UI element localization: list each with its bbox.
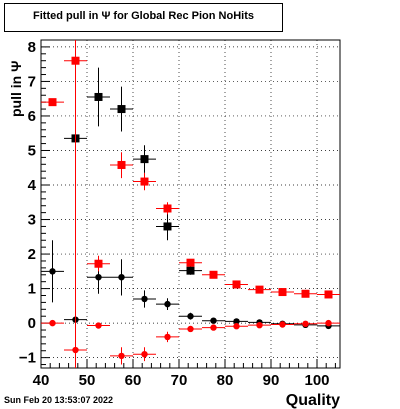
y-tick-label: −1 (19, 350, 36, 367)
data-point-square (117, 160, 126, 169)
data-point-square (278, 288, 287, 297)
x-tick-label: 90 (263, 372, 280, 389)
data-point-square (186, 258, 195, 267)
data-point-circle (141, 350, 148, 358)
data-point-circle (233, 318, 240, 325)
data-point-square (140, 177, 149, 186)
data-point-circle (187, 313, 194, 320)
y-tick-label: 0 (28, 315, 36, 332)
y-tick-label: 1 (28, 281, 36, 298)
data-point-square (140, 155, 149, 164)
axes: 40 50 60 70 80 90 100 −1 0 1 2 3 4 5 6 7 8 (19, 39, 336, 389)
timestamp: Sun Feb 20 13:53:07 2022 (4, 395, 114, 405)
data-point-square (94, 259, 103, 268)
data-point-circle (210, 317, 217, 324)
data-point-circle (49, 268, 56, 275)
series-3 (41, 298, 340, 368)
x-tick-label: 50 (79, 372, 96, 389)
grid-lines (41, 40, 340, 368)
data-point-circle (95, 273, 102, 281)
data-point-square (255, 285, 264, 294)
data-point-square (48, 98, 57, 107)
title-box: Fitted pull in Ψ for Global Rec Pion NoH… (4, 3, 283, 32)
x-tick-label: 40 (33, 372, 50, 389)
data-point-square (163, 204, 172, 213)
y-tick-label: 3 (28, 212, 36, 229)
y-tick-label: 4 (28, 177, 37, 194)
data-point-circle (95, 322, 102, 329)
y-axis-label: pull in Ψ (8, 61, 24, 117)
x-tick-label: 60 (125, 372, 142, 389)
data-point-circle (72, 346, 79, 354)
data-point-square (324, 290, 333, 299)
x-tick-label: 100 (304, 372, 329, 389)
data-point-square (117, 105, 126, 114)
data-point-circle (233, 323, 240, 330)
data-point-circle (141, 295, 148, 303)
data-marks (41, 40, 340, 368)
data-point-circle (49, 319, 56, 327)
data-point-circle (164, 333, 171, 341)
data-point-circle (118, 352, 125, 360)
data-point-circle (187, 325, 194, 333)
data-point-square (163, 222, 172, 231)
data-point-square (71, 56, 80, 65)
y-tick-label: 7 (28, 73, 36, 90)
data-point-circle (325, 319, 332, 327)
y-tick-label: 8 (28, 39, 36, 56)
y-tick-label: 6 (28, 108, 36, 125)
x-tick-label: 80 (217, 372, 234, 389)
data-point-square (209, 270, 218, 279)
data-point-circle (279, 321, 286, 328)
data-point-circle (256, 321, 263, 329)
data-point-circle (210, 324, 217, 331)
data-point-square (301, 289, 310, 298)
data-point-circle (118, 273, 125, 281)
y-tick-label: 5 (28, 142, 36, 159)
y-tick-label: 2 (28, 246, 36, 263)
data-point-square (232, 280, 241, 289)
data-point-circle (302, 320, 309, 328)
data-point-square (94, 92, 103, 101)
chart-title: Fitted pull in Ψ for Global Rec Pion NoH… (33, 10, 254, 22)
x-tick-label: 70 (171, 372, 188, 389)
data-point-square (186, 266, 195, 275)
data-point-circle (164, 300, 171, 308)
x-axis-label: Quality (286, 392, 340, 409)
